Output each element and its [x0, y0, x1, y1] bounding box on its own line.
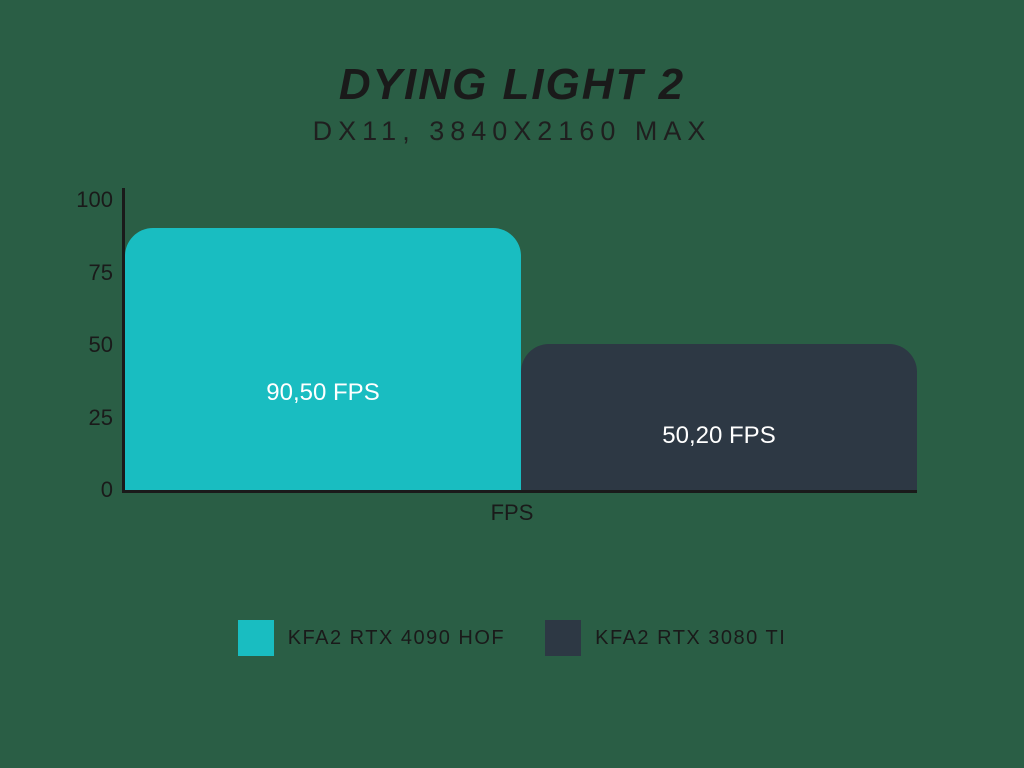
y-tick-label: 75 [53, 260, 113, 286]
y-tick-label: 100 [53, 187, 113, 213]
legend-swatch [545, 620, 581, 656]
x-axis-label: FPS [0, 500, 1024, 526]
bar-value-label: 90,50 FPS [125, 379, 521, 407]
x-axis-line [122, 490, 917, 493]
y-axis-line [122, 188, 125, 490]
legend: KFA2 RTX 4090 HOF KFA2 RTX 3080 TI [0, 620, 1024, 656]
legend-item: KFA2 RTX 4090 HOF [238, 620, 505, 656]
bar-chart: 025507510090,50 FPS50,20 FPS [125, 200, 917, 490]
legend-swatch [238, 620, 274, 656]
y-tick-label: 25 [53, 405, 113, 431]
legend-item: KFA2 RTX 3080 TI [545, 620, 786, 656]
bar: 50,20 FPS [521, 344, 917, 490]
chart-subtitle: DX11, 3840X2160 MAX [0, 116, 1024, 147]
legend-label: KFA2 RTX 3080 TI [595, 627, 786, 650]
bar: 90,50 FPS [125, 228, 521, 490]
bar-value-label: 50,20 FPS [521, 422, 917, 450]
legend-label: KFA2 RTX 4090 HOF [288, 627, 505, 650]
chart-title: DYING LIGHT 2 [0, 60, 1024, 110]
y-tick-label: 50 [53, 332, 113, 358]
